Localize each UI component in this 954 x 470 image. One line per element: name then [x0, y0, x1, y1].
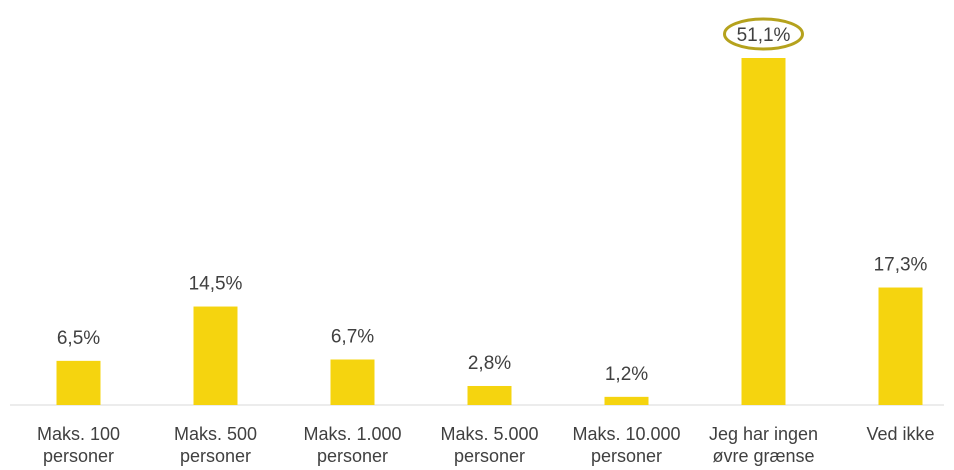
bars-group — [56, 58, 923, 405]
value-label-6: 17,3% — [874, 255, 928, 276]
bar-5 — [741, 58, 786, 405]
bar-4 — [604, 396, 649, 405]
category-label-4-line-0: Maks. 10.000 — [572, 424, 680, 444]
category-label-3-line-0: Maks. 5.000 — [440, 424, 538, 444]
bar-0 — [56, 360, 101, 405]
highlight-ellipse — [723, 17, 804, 51]
value-label-2: 6,7% — [331, 327, 374, 348]
value-labels-group: 6,5% 14,5% 6,7% 2,8% 1,2% 51,1% 17,3% — [57, 17, 928, 385]
category-label-0-line-0: Maks. 100 — [37, 424, 120, 444]
category-label-5-line-0: Jeg har ingen — [709, 424, 818, 444]
category-label-1-line-1: personer — [180, 446, 251, 466]
category-label-4-line-1: personer — [591, 446, 662, 466]
value-label-4: 1,2% — [605, 364, 648, 385]
bar-6 — [878, 287, 923, 405]
category-label-6-line-0: Ved ikke — [866, 424, 934, 444]
category-label-5-line-1: øvre grænse — [712, 446, 814, 466]
bar-2 — [330, 359, 375, 405]
category-label-2-line-1: personer — [317, 446, 388, 466]
value-label-1: 14,5% — [189, 274, 243, 295]
category-label-2-line-0: Maks. 1.000 — [303, 424, 401, 444]
bar-3 — [467, 385, 512, 405]
category-label-0-line-1: personer — [43, 446, 114, 466]
bar-1 — [193, 306, 238, 405]
value-label-0: 6,5% — [57, 328, 100, 349]
value-label-3: 2,8% — [468, 353, 511, 374]
category-label-3-line-1: personer — [454, 446, 525, 466]
category-label-1-line-0: Maks. 500 — [174, 424, 257, 444]
value-label-5: 51,1% — [737, 25, 791, 46]
